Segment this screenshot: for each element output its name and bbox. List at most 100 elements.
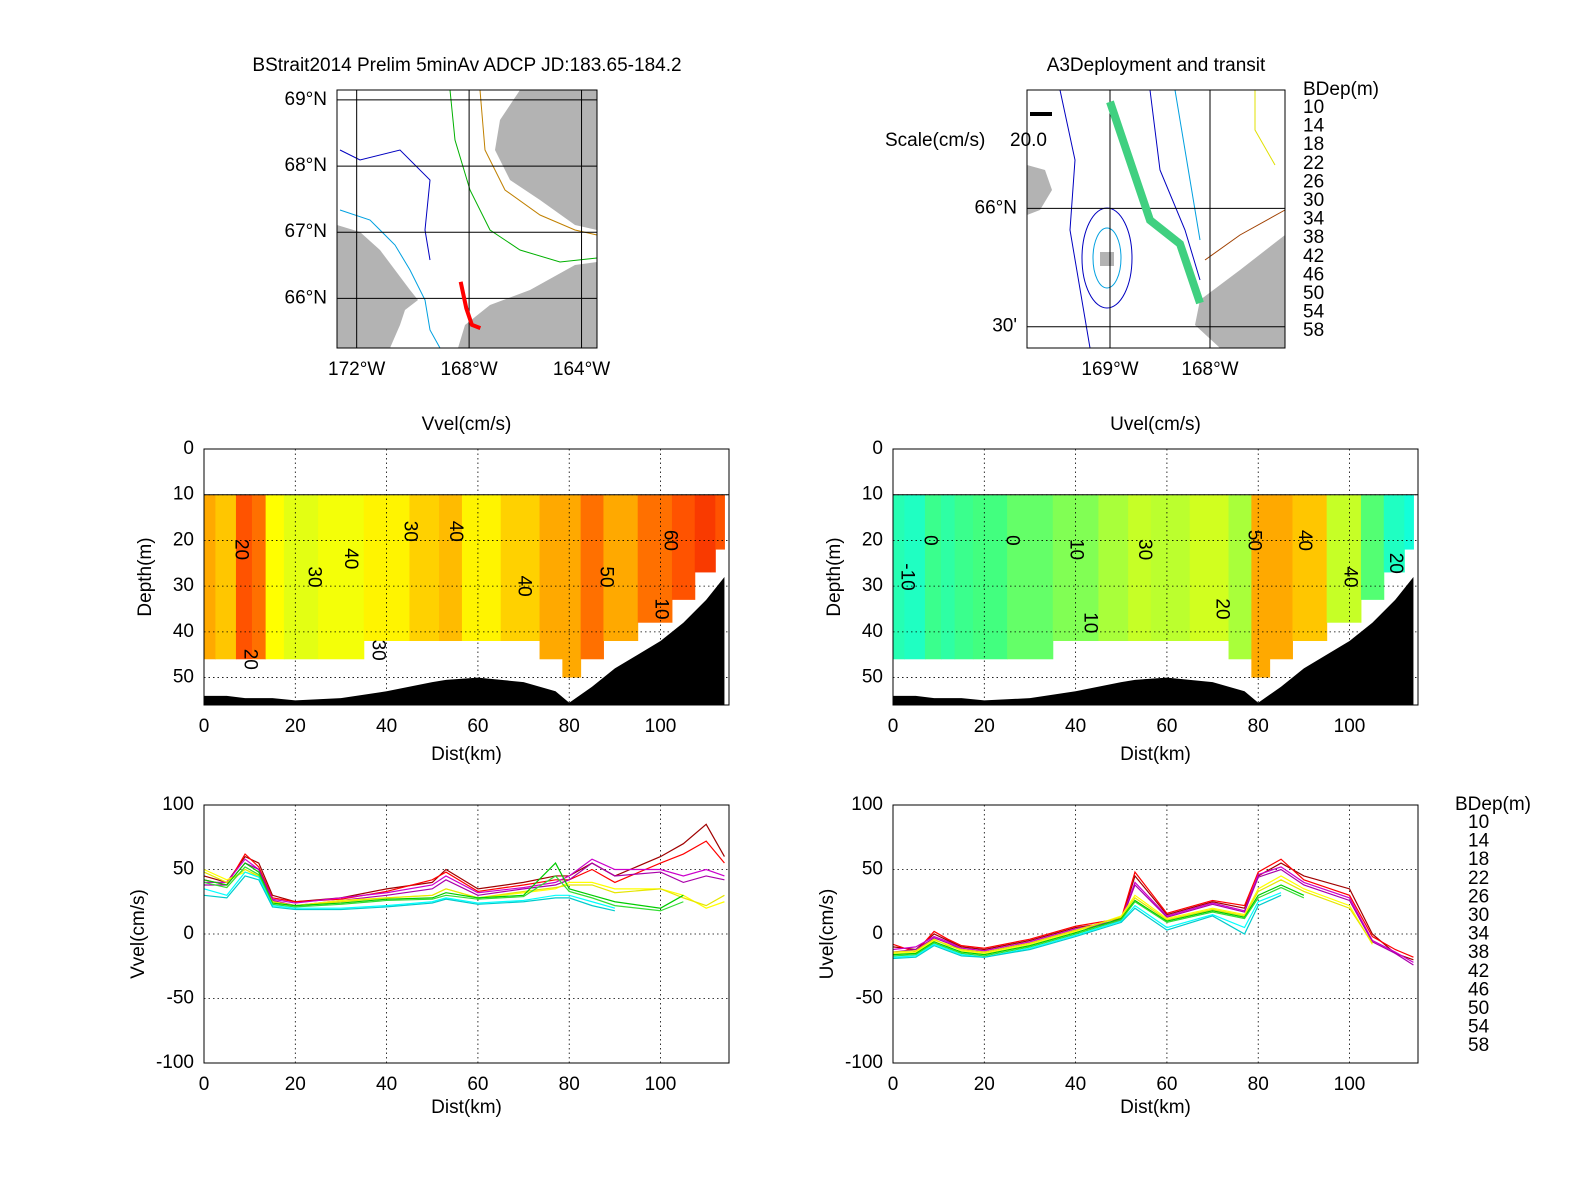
y-tick-label: 67°N [285, 221, 327, 242]
y-tick-label: 0 [183, 438, 194, 459]
contour-column [409, 494, 440, 641]
contour-label: 10 [1079, 612, 1100, 633]
contour-column [204, 494, 216, 660]
series-line [203, 866, 684, 912]
legend-entry: 14 [1468, 831, 1490, 852]
contour-label: 40 [1340, 566, 1361, 587]
x-tick-label: 20 [285, 1074, 306, 1095]
x-tick-label: 164°W [553, 359, 610, 380]
y-axis-label: Depth(m) [135, 537, 156, 616]
x-axis-label: Dist(km) [431, 1097, 502, 1118]
x-tick-label: 20 [285, 716, 306, 737]
x-tick-label: 80 [559, 716, 580, 737]
plot-frame [1026, 89, 1286, 349]
legend-entry: 46 [1303, 264, 1324, 285]
legend-entry: 30 [1303, 190, 1324, 211]
contour [1254, 90, 1276, 166]
legend-entry: 58 [1468, 1035, 1489, 1056]
series-line [203, 840, 725, 903]
x-tick-label: 0 [199, 716, 210, 737]
legend-entry: 30 [1468, 905, 1489, 926]
contour [449, 89, 598, 263]
scale-label: Scale(cm/s) [885, 130, 985, 151]
y-tick-label: 10 [862, 484, 883, 505]
contour-label: -10 [897, 563, 918, 590]
y-tick-label: 100 [162, 794, 194, 815]
legend-entry: 58 [1303, 320, 1324, 341]
contour-column [1404, 494, 1414, 550]
y-tick-label: 50 [862, 667, 883, 688]
y-tick-label: 30 [173, 575, 194, 596]
y-tick-label: 10 [173, 484, 194, 505]
x-tick-label: 40 [1065, 716, 1086, 737]
contour-column [251, 494, 267, 660]
contour-column [1383, 494, 1405, 573]
y-axis-label: Depth(m) [824, 537, 845, 616]
legend-entry: 34 [1468, 924, 1490, 945]
x-tick-label: 0 [199, 1074, 210, 1095]
x-tick-label: 169°W [1081, 359, 1138, 380]
contour-label: 0 [1002, 535, 1023, 546]
contour-column [235, 494, 253, 660]
contour-label: 10 [651, 598, 672, 619]
y-tick-label: 69°N [285, 89, 327, 110]
contour-label: 20 [240, 649, 261, 670]
x-tick-label: 40 [376, 1074, 397, 1095]
contour-label: 40 [445, 521, 466, 542]
x-tick-label: 80 [1248, 716, 1269, 737]
x-axis-label: Dist(km) [1120, 1097, 1191, 1118]
x-tick-label: 80 [559, 1074, 580, 1095]
series-line [203, 871, 616, 909]
y-tick-label: -50 [167, 988, 194, 1009]
series-line [892, 866, 1414, 963]
y-tick-label: -100 [156, 1052, 194, 1073]
contour-column [461, 494, 502, 641]
contour-column [904, 494, 926, 660]
y-tick-label: 50 [173, 859, 194, 880]
contour-column [580, 494, 604, 660]
x-tick-label: 0 [888, 716, 899, 737]
series-line [892, 858, 1414, 958]
series-line [892, 875, 1373, 954]
contour-column [1150, 494, 1191, 641]
land [495, 90, 597, 230]
contour-column [215, 494, 237, 660]
x-tick-label: 60 [467, 1074, 488, 1095]
contour-column [1007, 494, 1054, 660]
contour-column [1128, 494, 1152, 641]
contour-column [1292, 494, 1328, 641]
legend-entry: 54 [1468, 1017, 1490, 1038]
contour [1059, 89, 1091, 349]
x-tick-label: 168°W [1181, 359, 1238, 380]
contour-column [439, 494, 463, 641]
x-axis-label: Dist(km) [431, 744, 502, 765]
x-tick-label: 100 [645, 1074, 677, 1095]
contour [1149, 89, 1201, 281]
land [337, 225, 418, 348]
series-line [892, 868, 1414, 966]
contour-label: 60 [660, 530, 681, 551]
contour-column [893, 494, 905, 660]
seabed [204, 577, 729, 705]
plot-frame [203, 804, 730, 1064]
contour-label: 30 [367, 640, 388, 661]
legend-entry: 26 [1468, 886, 1489, 907]
legend-entry: 22 [1303, 153, 1324, 174]
legend-entry: 22 [1468, 868, 1489, 889]
plot-frame [892, 448, 1419, 706]
contour-column [1189, 494, 1230, 641]
series-line [892, 894, 1282, 960]
land [1100, 252, 1114, 266]
x-tick-label: 80 [1248, 1074, 1269, 1095]
contour-column [603, 494, 639, 641]
legend-entry: 46 [1468, 979, 1489, 1000]
x-tick-label: 20 [974, 1074, 995, 1095]
contour [479, 89, 598, 236]
contour-column [539, 494, 563, 660]
legend-entry: 10 [1468, 812, 1489, 833]
legend-entry: 54 [1303, 302, 1325, 323]
y-tick-label: 30' [992, 316, 1017, 337]
y-tick-label: -50 [856, 988, 883, 1009]
y-tick-label: 66°N [975, 197, 1017, 218]
